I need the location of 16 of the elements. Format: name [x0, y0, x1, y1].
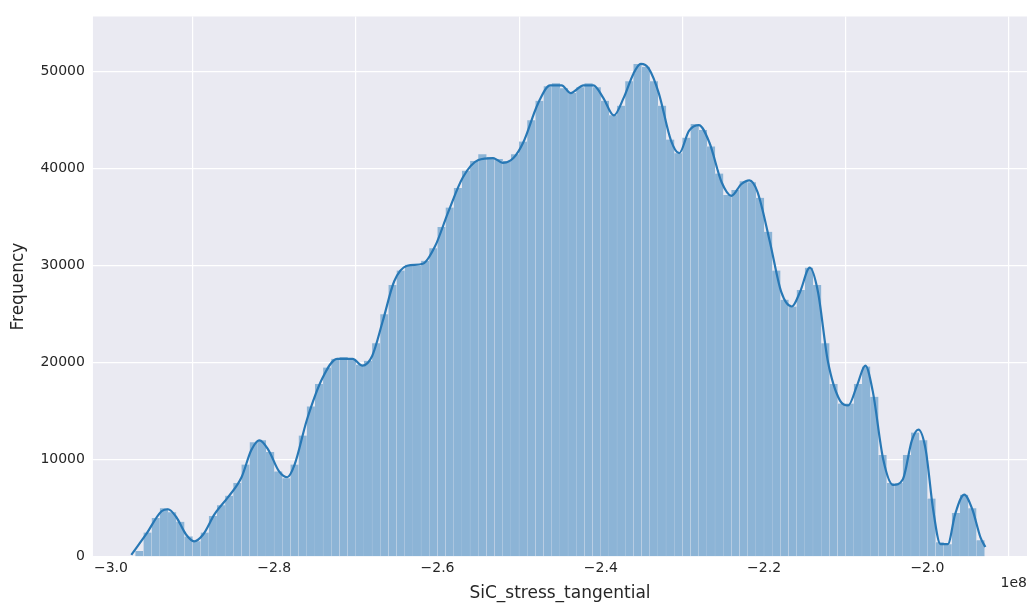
y-tick-label: 20000: [40, 353, 85, 370]
x-tick-label: −2.0: [910, 558, 945, 575]
x-axis-title: SiC_stress_tangential: [469, 582, 651, 604]
x-tick-label: −2.6: [420, 558, 455, 575]
x-tick-label: −2.4: [583, 558, 618, 575]
y-tick-label: 40000: [40, 159, 85, 176]
x-tick-label: −3.0: [93, 558, 128, 575]
y-tick-label: 10000: [40, 450, 85, 467]
y-tick-label: 0: [76, 547, 85, 564]
y-tick-label: 30000: [40, 256, 85, 273]
text: 1e8: [1000, 574, 1027, 591]
x-tick-label: −2.2: [747, 558, 782, 575]
x-tick-label: −2.8: [257, 558, 292, 575]
y-tick-label: 50000: [40, 62, 85, 79]
y-axis-title: Frequency: [6, 242, 27, 331]
line-series: [130, 62, 987, 556]
